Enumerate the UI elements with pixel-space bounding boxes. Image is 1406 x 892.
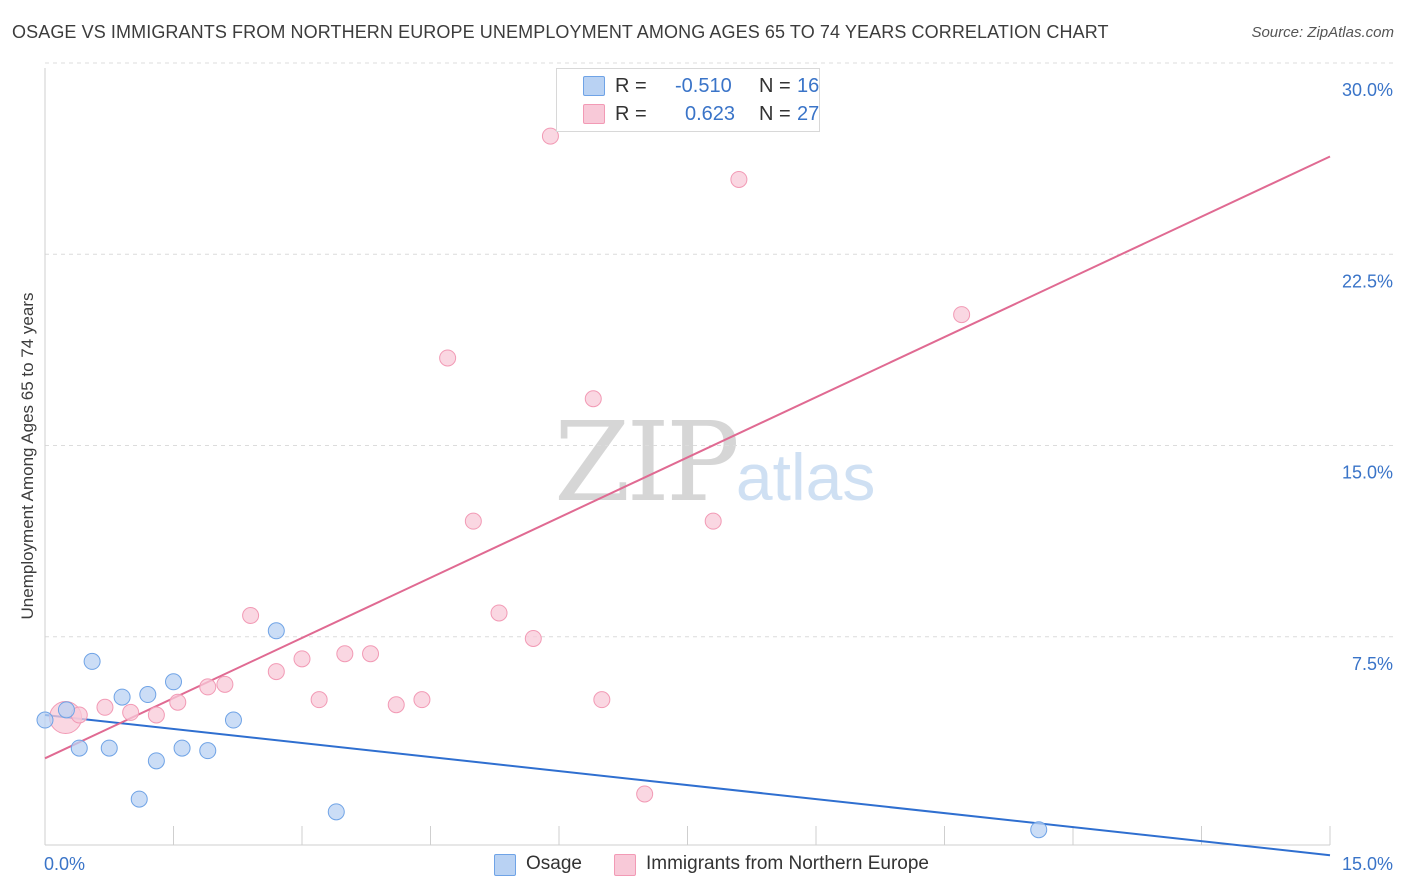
northern-europe-point — [242, 607, 260, 624]
y-tick-labels: 7.5% 15.0% 22.5% 30.0% — [1342, 80, 1393, 674]
n-label: N = — [759, 75, 791, 97]
n-label: N = — [759, 103, 791, 125]
osage-point — [100, 739, 118, 757]
osage-point — [165, 673, 182, 691]
osage-point — [199, 742, 217, 760]
legend-label: Immigrants from Northern Europe — [646, 853, 929, 874]
legend-label: Osage — [526, 853, 582, 874]
osage-point — [83, 652, 101, 670]
northern-europe-point — [541, 127, 559, 145]
northern-europe-swatch — [614, 854, 636, 876]
northern-europe-point — [636, 785, 654, 803]
data-points — [36, 127, 1048, 839]
northern-europe-point — [216, 675, 234, 693]
n-value: 16 — [797, 75, 820, 97]
y-tick-label: 15.0% — [1342, 463, 1393, 483]
northern-europe-point — [593, 691, 611, 709]
northern-europe-point — [310, 691, 328, 709]
y-axis-label: Unemployment Among Ages 65 to 74 years — [18, 292, 37, 620]
x-tick-label: 15.0% — [1342, 854, 1393, 874]
osage-trend-line — [44, 713, 1331, 857]
northern-europe-point — [524, 629, 542, 647]
trend-lines — [44, 155, 1331, 857]
source-credit: Source: ZipAtlas.com — [1251, 24, 1394, 41]
osage-point — [57, 701, 75, 719]
osage-point — [173, 739, 191, 757]
northern-europe-point — [439, 349, 457, 367]
osage-point — [139, 686, 157, 704]
watermark-atlas: atlas — [735, 440, 876, 514]
osage-point — [224, 711, 242, 729]
northern-europe-point — [169, 693, 187, 711]
northern-europe-point — [490, 604, 508, 622]
northern-europe-point — [464, 512, 482, 530]
northern-europe-point — [96, 698, 114, 716]
osage-point — [327, 803, 345, 821]
northern-europe-point — [953, 306, 971, 324]
x-tick-label: 0.0% — [44, 854, 85, 874]
chart-title: OSAGE VS IMMIGRANTS FROM NORTHERN EUROPE… — [12, 22, 1109, 42]
northern-europe-point — [147, 706, 165, 724]
osage-point — [70, 739, 88, 757]
r-label: R = — [615, 103, 647, 125]
y-tick-label: 7.5% — [1352, 654, 1393, 674]
northern-europe-point — [122, 703, 140, 721]
y-tick-label: 30.0% — [1342, 80, 1393, 100]
northern-europe-point — [413, 691, 431, 709]
northern-europe-point — [336, 645, 354, 663]
gridlines — [45, 62, 1395, 638]
northern-europe-point — [387, 696, 405, 714]
osage-point — [267, 622, 285, 640]
osage-swatch — [494, 854, 516, 876]
northern-europe-point — [199, 678, 217, 696]
osage-point — [1030, 821, 1048, 839]
x-tick-labels: 0.0% 15.0% — [44, 854, 1393, 874]
northern-europe-point — [267, 663, 285, 681]
osage-point — [130, 790, 148, 808]
n-value: 27 — [797, 103, 820, 125]
osage-swatch — [583, 76, 605, 96]
y-tick-label: 22.5% — [1342, 271, 1393, 291]
r-value: 0.623 — [685, 103, 736, 125]
northern-europe-point — [704, 512, 722, 530]
osage-point — [36, 711, 54, 729]
osage-point — [113, 688, 131, 706]
northern-europe-trend-line — [44, 155, 1331, 760]
northern-europe-swatch — [583, 104, 605, 124]
r-label: R = — [615, 75, 647, 97]
osage-point — [147, 752, 165, 770]
northern-europe-point — [293, 650, 311, 668]
northern-europe-point — [362, 645, 380, 663]
r-value: -0.510 — [675, 75, 732, 97]
northern-europe-point — [730, 170, 748, 188]
northern-europe-point — [584, 390, 602, 408]
correlation-legend: R = -0.510 N = 16 R = 0.623 N = 27 — [556, 68, 820, 132]
